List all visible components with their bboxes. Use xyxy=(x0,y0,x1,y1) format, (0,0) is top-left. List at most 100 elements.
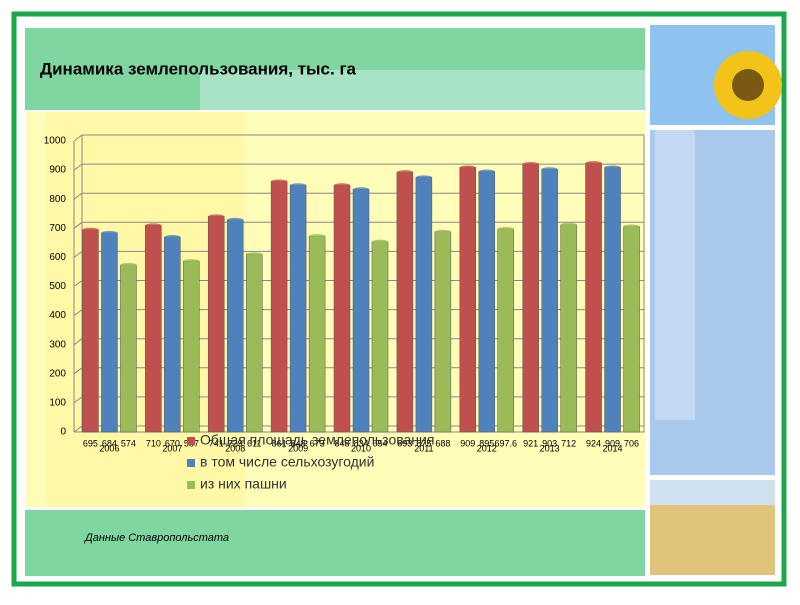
bar xyxy=(101,232,118,433)
bar-top xyxy=(396,170,413,175)
bar-top xyxy=(623,224,640,229)
data-label: 848 xyxy=(334,438,349,448)
grid-line xyxy=(73,134,83,142)
bar-top xyxy=(227,217,244,222)
bar xyxy=(459,167,477,433)
bar-top xyxy=(585,161,602,166)
legend-swatch xyxy=(187,459,195,467)
bar-top xyxy=(82,227,99,232)
grid-line xyxy=(73,309,83,317)
bar xyxy=(308,235,326,433)
bar xyxy=(289,184,307,433)
data-label: 903 xyxy=(542,438,557,448)
y-tick-label: 500 xyxy=(49,281,66,292)
chart-title: Динамика землепользования, тыс. га xyxy=(40,59,357,78)
legend-label: в том числе сельхозугодий xyxy=(200,454,374,470)
grid-line xyxy=(73,425,83,433)
x-tick-label: 2007 xyxy=(162,443,182,453)
bar-top xyxy=(478,169,495,174)
bar-top xyxy=(334,183,350,188)
bar xyxy=(522,163,539,433)
bar xyxy=(183,260,200,433)
bar xyxy=(478,171,496,433)
bar-top xyxy=(372,239,388,244)
x-tick-label: 2012 xyxy=(477,443,497,453)
y-tick-label: 200 xyxy=(49,368,66,379)
bar xyxy=(560,224,577,433)
data-label: 673 xyxy=(310,438,325,448)
data-label: 654 xyxy=(372,438,387,448)
grid-line xyxy=(73,221,83,229)
x-tick-label: 2009 xyxy=(288,443,308,453)
bar-top xyxy=(290,183,307,188)
bar-top xyxy=(560,222,577,227)
y-tick-label: 0 xyxy=(60,427,66,438)
footer-band xyxy=(25,510,645,576)
bar-top xyxy=(208,214,225,219)
bar xyxy=(585,162,602,433)
bar xyxy=(120,264,137,433)
data-label: 921 xyxy=(523,438,538,448)
bar xyxy=(226,219,244,433)
y-tick-label: 900 xyxy=(49,165,66,176)
grid-line xyxy=(73,396,83,404)
bar-top xyxy=(497,226,514,231)
data-label: 688 xyxy=(435,438,450,448)
bar xyxy=(352,189,370,433)
bar-top xyxy=(145,223,162,228)
bar-top xyxy=(434,229,451,234)
data-label: 712 xyxy=(561,438,576,448)
x-tick-label: 2010 xyxy=(351,443,371,453)
y-tick-label: 1000 xyxy=(44,136,67,147)
bar-top xyxy=(246,252,263,257)
data-label: 834 xyxy=(353,438,368,448)
bar xyxy=(245,253,263,433)
frame xyxy=(11,11,787,587)
legend-label: из них пашни xyxy=(200,476,287,492)
y-tick-label: 700 xyxy=(49,223,66,234)
bar-top xyxy=(604,165,621,170)
y-tick-label: 100 xyxy=(49,398,66,409)
bar xyxy=(396,171,414,433)
legend-swatch xyxy=(187,481,195,489)
bar xyxy=(164,236,181,433)
bar xyxy=(270,181,288,433)
data-label: 729 xyxy=(228,438,243,448)
data-label: 741 xyxy=(209,438,224,448)
grid-line xyxy=(73,367,83,375)
grid-line xyxy=(73,280,83,287)
bar xyxy=(434,231,452,433)
y-tick-label: 400 xyxy=(49,310,66,321)
bar-top xyxy=(101,230,118,235)
y-tick-label: 800 xyxy=(49,194,66,205)
data-label: 893 xyxy=(397,438,412,448)
bar-top xyxy=(415,175,432,180)
data-label: 710 xyxy=(146,438,161,448)
source-note: Данные Ставропольстата xyxy=(83,532,229,544)
bar-top xyxy=(164,235,181,240)
data-label: 611 xyxy=(247,438,261,448)
bar-top xyxy=(541,167,558,172)
bar-top xyxy=(120,262,137,267)
y-tick-label: 300 xyxy=(49,339,66,350)
grid-line xyxy=(73,338,83,346)
x-tick-label: 2014 xyxy=(603,443,623,453)
decor xyxy=(200,70,645,110)
data-label: 909 xyxy=(460,438,475,448)
bar xyxy=(207,216,225,433)
x-tick-label: 2006 xyxy=(99,443,119,453)
x-tick-label: 2013 xyxy=(540,443,560,453)
bar xyxy=(333,184,351,433)
decor xyxy=(655,130,695,420)
data-label: 895 xyxy=(479,438,494,448)
data-label: 574 xyxy=(121,438,136,448)
x-tick-label: 2008 xyxy=(225,443,245,453)
bar xyxy=(541,168,558,433)
bar-top xyxy=(309,234,326,239)
legend-label: Общая площадь землепользования xyxy=(200,432,434,448)
data-label: 697.6 xyxy=(495,438,518,448)
grid-line xyxy=(73,163,83,171)
grid-line xyxy=(73,192,83,200)
bar xyxy=(623,226,640,433)
bar xyxy=(415,177,433,433)
